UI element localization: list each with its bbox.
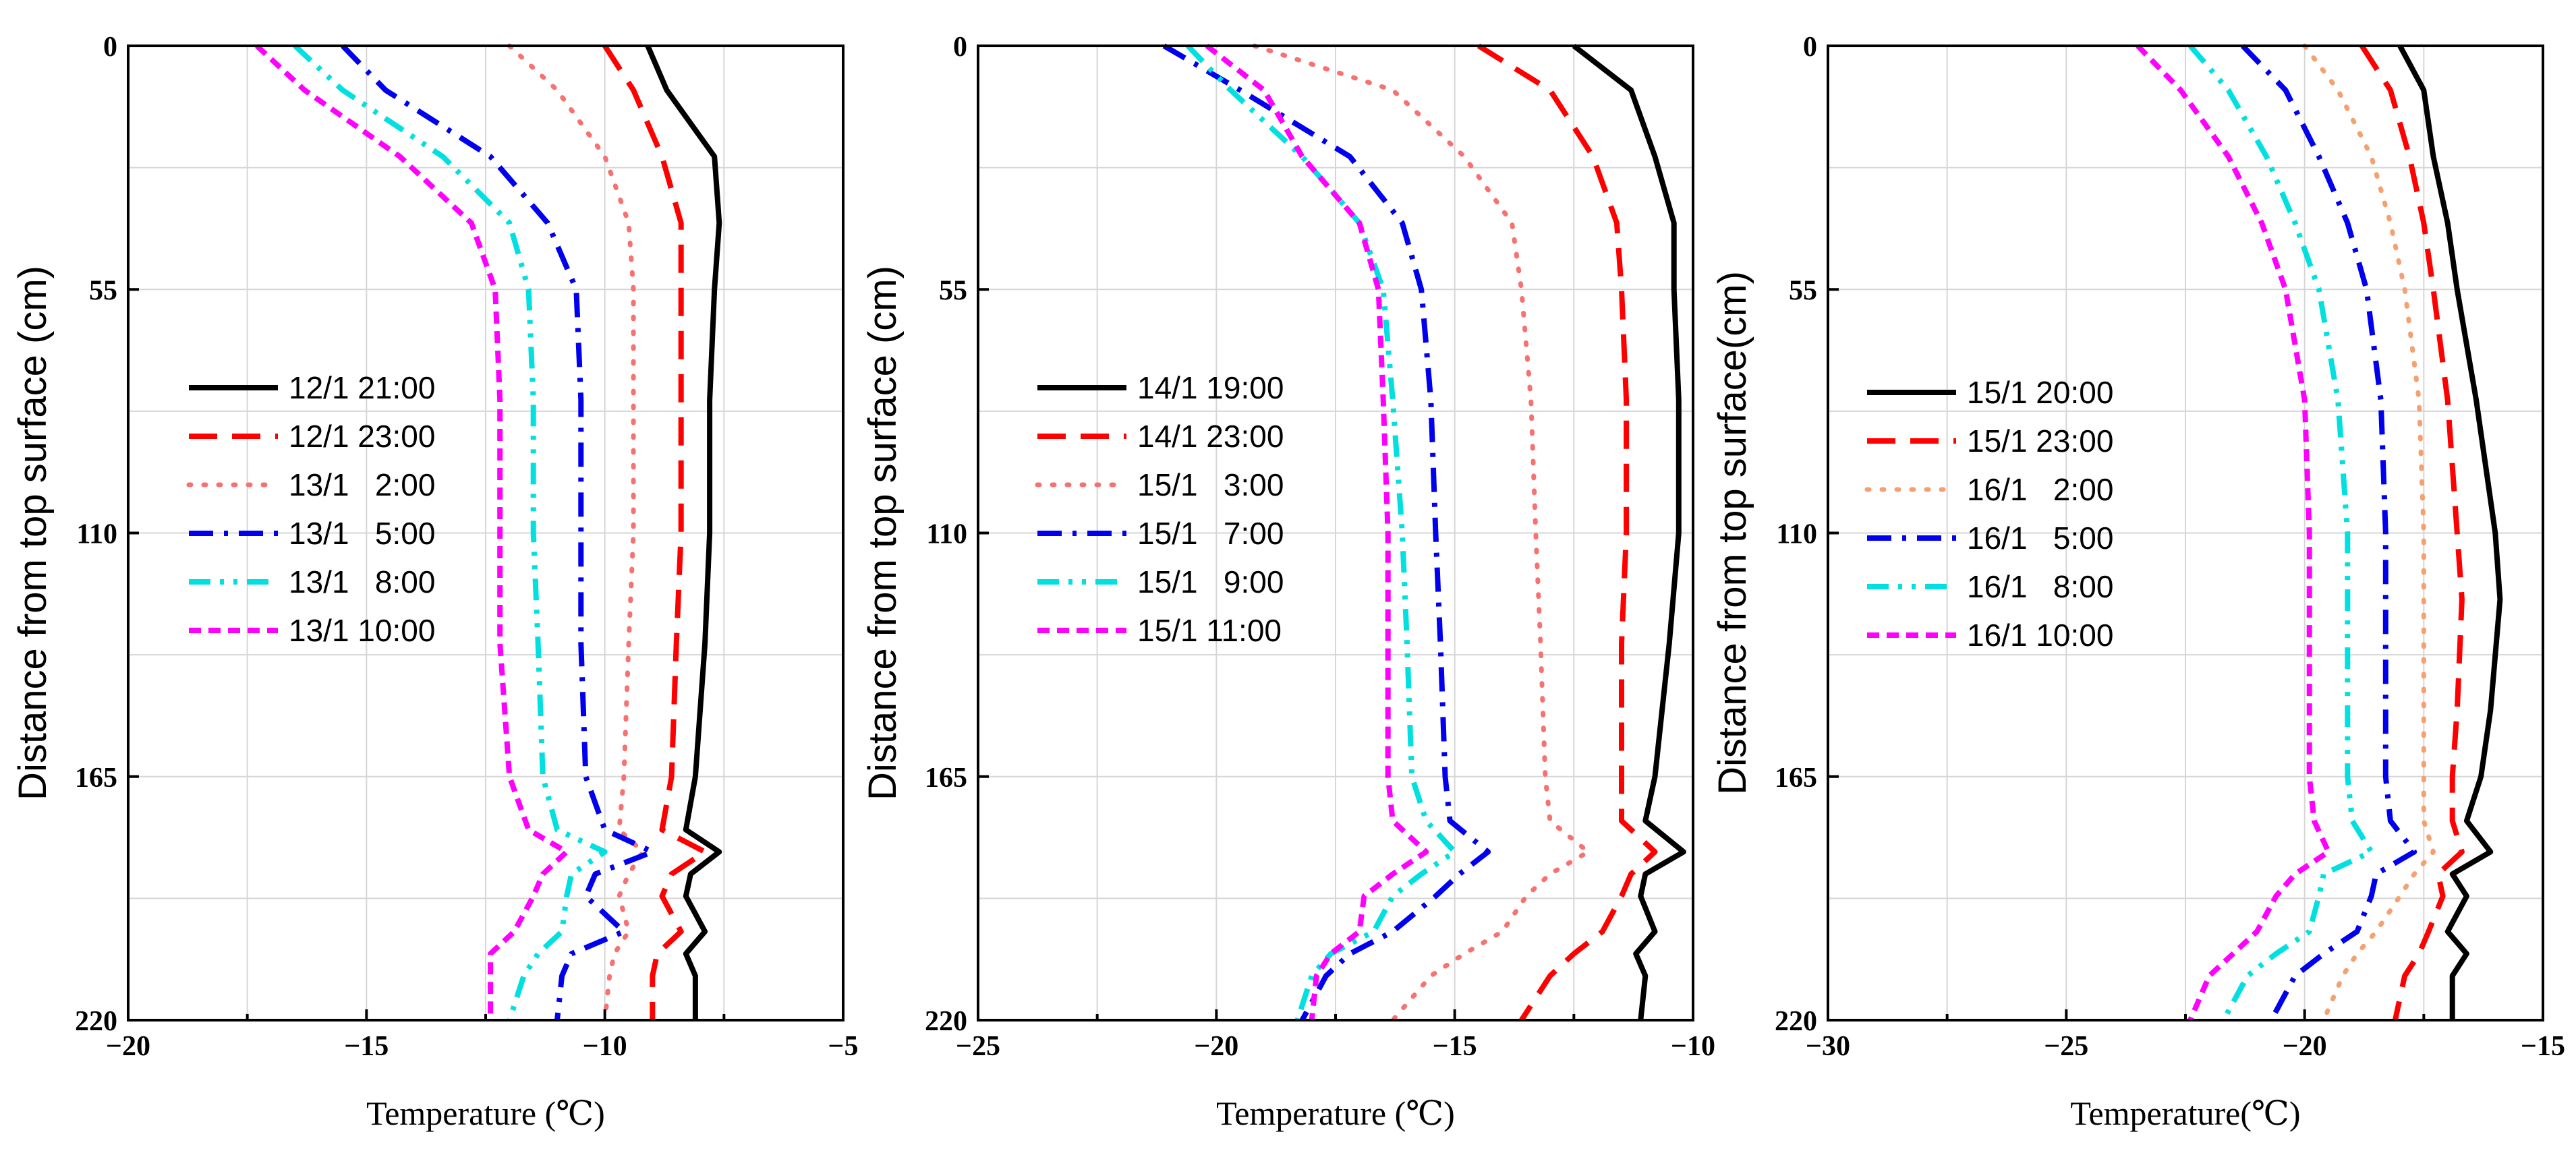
series-line-16-1-2-00 bbox=[2302, 43, 2436, 1023]
series-line-15-1-20-00 bbox=[2397, 45, 2503, 1020]
y-tick-label: 110 bbox=[926, 519, 967, 550]
x-axis-title: Temperature (℃) bbox=[366, 1094, 605, 1132]
y-tick-label: 55 bbox=[89, 275, 117, 306]
y-tick-label: 110 bbox=[76, 519, 117, 550]
legend-label: 13/1 8:00 bbox=[289, 564, 435, 599]
y-axis-title: Distance from top surface (cm) bbox=[861, 266, 905, 800]
legend-label: 16/1 5:00 bbox=[1967, 521, 2113, 556]
series-line-13-1-8-00 bbox=[293, 44, 608, 1021]
y-tick-label: 165 bbox=[925, 763, 967, 794]
x-tick-label: −10 bbox=[583, 1031, 627, 1062]
legend-label: 16/1 2:00 bbox=[1967, 472, 2113, 507]
y-tick-label: 0 bbox=[1803, 32, 1817, 63]
legend-label: 16/1 10:00 bbox=[1967, 618, 2113, 653]
series-line-14-1-19-00 bbox=[1572, 43, 1686, 1021]
legend: 12/1 21:00 12/1 23:00 13/1 2:00 13/1 5:00 13… bbox=[186, 370, 435, 648]
y-axis-title: Distance from top surface (cm) bbox=[11, 266, 55, 800]
series-line-16-1-5-00 bbox=[2240, 44, 2417, 1021]
legend-label: 13/1 2:00 bbox=[289, 467, 435, 502]
x-axis-title: Temperature (℃) bbox=[1216, 1094, 1455, 1132]
y-axis-title: Distance from top surface(cm) bbox=[1711, 271, 1754, 795]
y-tick-label: 55 bbox=[939, 275, 967, 306]
legend-label: 15/1 20:00 bbox=[1967, 375, 2113, 410]
x-tick-label: −15 bbox=[344, 1031, 389, 1062]
legend-label: 15/1 3:00 bbox=[1137, 467, 1284, 502]
panel-3-profile-chart: −30 −25 −20 −15 0 55 110 165 220 Temperature(℃) Di… bbox=[1711, 32, 2565, 1132]
legend-label: 15/1 11:00 bbox=[1137, 613, 1282, 648]
legend-label: 13/1 5:00 bbox=[289, 516, 435, 551]
legend-label: 13/1 10:00 bbox=[289, 613, 435, 648]
y-tick-label: 220 bbox=[1775, 1006, 1817, 1037]
series-line-15-1-7-00 bbox=[1162, 43, 1491, 1021]
series-line-12-1-21-00 bbox=[645, 45, 722, 1020]
x-tick-label: −25 bbox=[2044, 1031, 2088, 1062]
x-tick-label: −20 bbox=[1194, 1031, 1238, 1062]
legend-label: 15/1 9:00 bbox=[1137, 564, 1284, 599]
x-tick-label: −25 bbox=[956, 1031, 1000, 1062]
x-tick-label: −20 bbox=[2283, 1031, 2327, 1062]
x-tick-label: −5 bbox=[828, 1031, 859, 1062]
series-line-15-1-23-00 bbox=[2359, 44, 2465, 1021]
legend-label: 12/1 21:00 bbox=[289, 370, 435, 405]
y-tick-label: 220 bbox=[75, 1006, 117, 1037]
series-line-15-1-3-00 bbox=[1252, 43, 1591, 1023]
y-tick-label: 55 bbox=[1789, 275, 1817, 306]
y-tick-label: 0 bbox=[953, 32, 967, 63]
legend: 14/1 19:00 14/1 23:00 15/1 3:00 15/1 7:00 15… bbox=[1035, 370, 1284, 648]
legend-label: 14/1 19:00 bbox=[1137, 370, 1284, 405]
series-line-16-1-8-00 bbox=[2188, 44, 2374, 1021]
panel-1-profile-chart: −20 −15 −10 −5 0 55 110 165 220 Temperature (℃) Di… bbox=[11, 32, 858, 1132]
y-tick-label: 220 bbox=[925, 1006, 967, 1037]
x-axis-title: Temperature(℃) bbox=[2070, 1094, 2300, 1132]
x-tick-label: −15 bbox=[2521, 1031, 2565, 1062]
y-tick-label: 110 bbox=[1776, 519, 1817, 550]
series-line-13-1-5-00 bbox=[341, 44, 656, 1021]
legend-label: 14/1 23:00 bbox=[1137, 419, 1284, 454]
legend-label: 12/1 23:00 bbox=[289, 419, 435, 454]
series-line-12-1-23-00 bbox=[602, 44, 708, 1020]
panel-2-profile-chart: −25 −20 −15 −10 0 55 110 165 220 Temperature (℃) D… bbox=[861, 32, 1715, 1132]
y-tick-label: 165 bbox=[1775, 763, 1817, 794]
legend-label: 16/1 8:00 bbox=[1967, 569, 2113, 604]
y-tick-label: 165 bbox=[75, 763, 117, 794]
x-tick-label: −20 bbox=[106, 1031, 150, 1062]
legend-label: 15/1 23:00 bbox=[1967, 423, 2113, 458]
series-line-14-1-23-00 bbox=[1477, 43, 1658, 1022]
x-tick-label: −10 bbox=[1671, 1031, 1715, 1062]
y-tick-label: 0 bbox=[103, 32, 117, 63]
series-line-13-1-2-00 bbox=[507, 43, 646, 1023]
x-tick-label: −30 bbox=[1806, 1031, 1850, 1062]
series-line-16-1-10-00 bbox=[2136, 44, 2331, 1021]
legend-label: 15/1 7:00 bbox=[1137, 516, 1284, 551]
legend: 15/1 20:00 15/1 23:00 16/1 2:00 16/1 5:00 16… bbox=[1864, 375, 2113, 653]
series-line-15-1-11-00 bbox=[1205, 43, 1429, 1021]
x-tick-label: −15 bbox=[1433, 1031, 1477, 1062]
series-line-13-1-10-00 bbox=[255, 44, 570, 1020]
